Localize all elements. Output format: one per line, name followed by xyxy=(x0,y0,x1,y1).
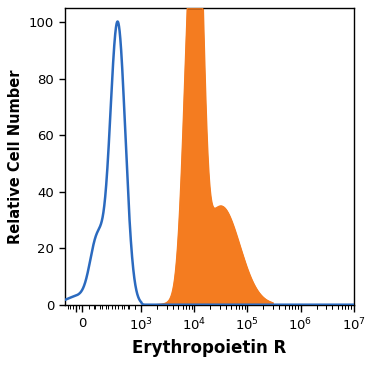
Y-axis label: Relative Cell Number: Relative Cell Number xyxy=(8,69,23,244)
X-axis label: Erythropoietin R: Erythropoietin R xyxy=(132,339,286,357)
